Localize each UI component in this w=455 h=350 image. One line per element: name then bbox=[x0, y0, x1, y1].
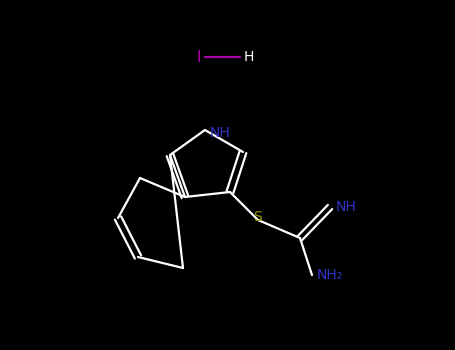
Text: H: H bbox=[244, 50, 254, 64]
Text: S: S bbox=[253, 210, 263, 224]
Text: NH: NH bbox=[336, 200, 357, 214]
Text: NH₂: NH₂ bbox=[317, 268, 343, 282]
Text: NH: NH bbox=[210, 126, 231, 140]
Text: I: I bbox=[197, 49, 201, 64]
